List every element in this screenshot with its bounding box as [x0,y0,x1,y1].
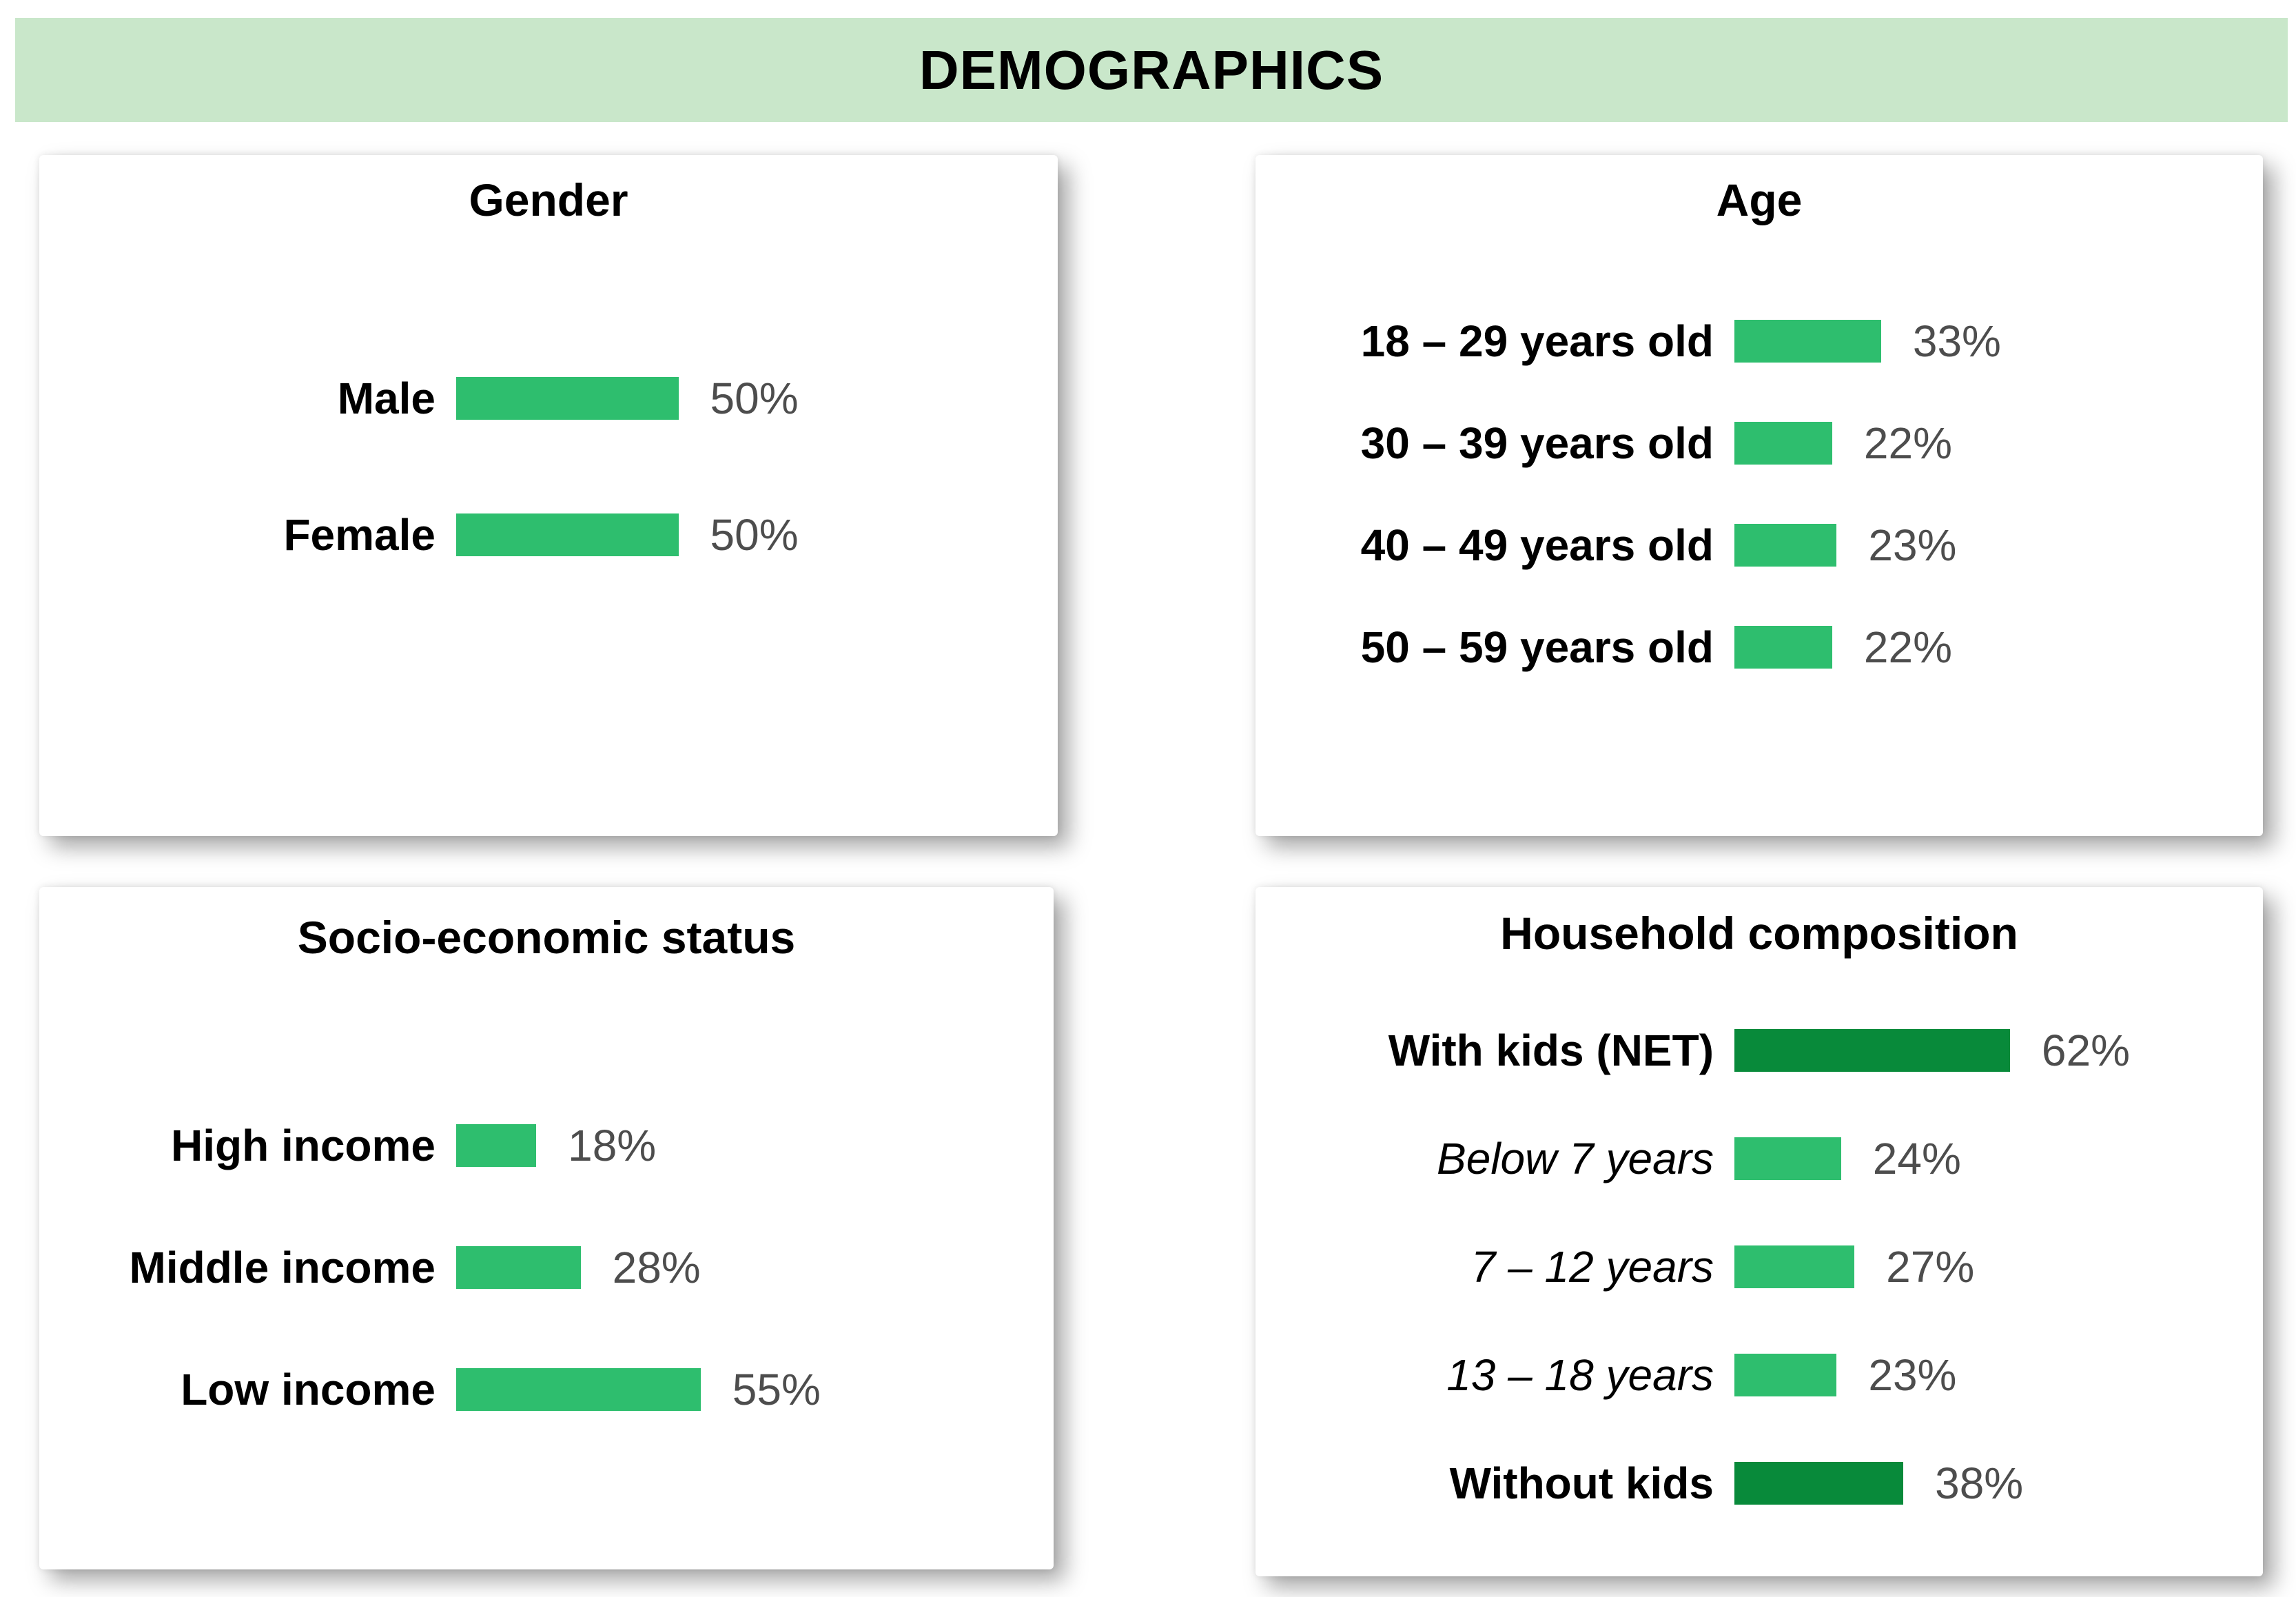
value-label: 27% [1886,1241,1975,1292]
page-title: DEMOGRAPHICS [919,39,1384,101]
bar [1734,1028,2010,1072]
bar [1734,421,1832,465]
bar [1734,1137,1841,1180]
category-label: 18 – 29 years old [1360,316,1714,366]
bar [456,1367,701,1411]
category-label: 13 – 18 years [1446,1350,1714,1400]
value-label: 28% [612,1242,701,1292]
bar [1734,319,1881,363]
value-label: 38% [1935,1458,2024,1508]
socio-rows: High income 18% Middle income 28% Low in… [39,1120,1054,1415]
bar [456,1245,581,1289]
category-label: 7 – 12 years [1470,1241,1714,1292]
value-label: 24% [1872,1133,1961,1183]
bar-row-18-29: 18 – 29 years old 33% [1255,316,2263,367]
socio-chart-title: Socio-economic status [297,912,796,963]
bar [456,513,679,556]
bar-row-13-18-years: 13 – 18 years 23% [1255,1350,2263,1401]
bar [1734,1353,1837,1396]
bar [1734,1245,1855,1288]
value-label: 22% [1863,418,1952,468]
bar-row-30-39: 30 – 39 years old 22% [1255,418,2263,469]
panel-household-composition: Household composition With kids (NET) 62… [1255,887,2263,1576]
panel-socio-economic: Socio-economic status High income 18% Mi… [39,887,1054,1569]
category-label: Male [337,373,435,423]
household-chart-title: Household composition [1500,908,2018,959]
panel-gender: Gender Male 50% Female 50% [39,155,1058,836]
category-label: Middle income [129,1242,436,1292]
bar [456,376,679,420]
category-label: 30 – 39 years old [1360,418,1714,468]
age-chart-title: Age [1716,174,1803,225]
value-label: 18% [568,1120,657,1170]
category-label: Without kids [1449,1458,1714,1508]
category-label: High income [170,1120,435,1170]
bar-row-below-7-years: Below 7 years 24% [1255,1133,2263,1184]
bar-row-high-income: High income 18% [39,1120,1054,1171]
bar-row-male: Male 50% [39,373,1058,424]
bar-row-middle-income: Middle income 28% [39,1242,1054,1293]
category-label: 50 – 59 years old [1360,622,1714,672]
bar [1734,1461,1904,1505]
household-rows: With kids (NET) 62% Below 7 years 24% 7 … [1255,1025,2263,1509]
bar-row-40-49: 40 – 49 years old 23% [1255,520,2263,571]
gender-rows: Male 50% Female 50% [39,373,1058,560]
category-label: With kids (NET) [1388,1025,1714,1075]
bar-row-low-income: Low income 55% [39,1364,1054,1415]
bar-row-with-kids-net: With kids (NET) 62% [1255,1025,2263,1076]
bar-row-without-kids: Without kids 38% [1255,1458,2263,1509]
value-label: 55% [732,1364,821,1414]
category-label: Below 7 years [1437,1133,1714,1183]
category-label: 40 – 49 years old [1360,520,1714,570]
value-label: 33% [1912,316,2001,366]
bar-row-7-12-years: 7 – 12 years 27% [1255,1241,2263,1292]
bar-row-female: Female 50% [39,509,1058,560]
age-rows: 18 – 29 years old 33% 30 – 39 years old … [1255,316,2263,673]
bar [1734,625,1832,669]
bar-row-50-59: 50 – 59 years old 22% [1255,622,2263,673]
value-label: 23% [1868,1350,1957,1400]
value-label: 22% [1863,622,1952,672]
value-label: 62% [2041,1025,2130,1075]
panel-age: Age 18 – 29 years old 33% 30 – 39 years … [1255,155,2263,836]
value-label: 50% [710,373,799,423]
category-label: Low income [181,1364,435,1414]
value-label: 50% [710,509,799,560]
value-label: 23% [1868,520,1957,570]
header-band: DEMOGRAPHICS [15,18,2288,122]
category-label: Female [283,509,435,560]
bar [1734,523,1837,567]
bar [456,1123,537,1167]
gender-chart-title: Gender [469,174,628,225]
